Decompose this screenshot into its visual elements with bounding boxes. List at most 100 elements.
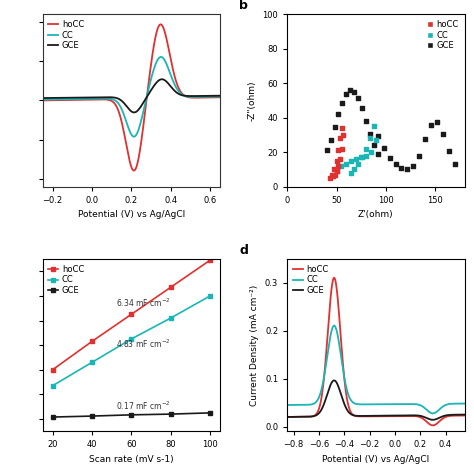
hoCC (118, 115, 124, 121)
GCE (346, 86, 354, 94)
GCE (335, 110, 342, 118)
hoCC (339, 131, 347, 139)
Line: GCE: GCE (287, 381, 465, 420)
CC (347, 157, 355, 164)
Text: 4.83 mF cm$^{-2}$: 4.83 mF cm$^{-2}$ (116, 337, 170, 350)
Text: 6.34 mF cm$^{-2}$: 6.34 mF cm$^{-2}$ (116, 297, 170, 309)
X-axis label: Z'(ohm): Z'(ohm) (358, 210, 394, 219)
Line: CC: CC (50, 293, 212, 388)
CC (347, 169, 355, 177)
Line: GCE: GCE (43, 79, 220, 112)
hoCC (217, 94, 223, 100)
GCE (350, 88, 358, 95)
CC (337, 162, 345, 170)
GCE (331, 123, 338, 131)
Line: GCE: GCE (50, 410, 212, 419)
Legend: hoCC, CC, GCE: hoCC, CC, GCE (47, 263, 86, 297)
hoCC (333, 167, 340, 175)
hoCC (158, 21, 164, 27)
CC (462, 401, 467, 406)
CC (358, 154, 366, 161)
hoCC (207, 257, 213, 263)
GCE (355, 94, 362, 102)
CC (430, 410, 436, 416)
Line: hoCC: hoCC (43, 24, 220, 171)
X-axis label: Scan rate (mV s-1): Scan rate (mV s-1) (89, 455, 173, 464)
GCE (451, 160, 458, 168)
GCE (374, 151, 382, 158)
Text: b: b (239, 0, 248, 12)
CC (162, 57, 168, 63)
Line: hoCC: hoCC (287, 278, 465, 425)
GCE (430, 417, 436, 423)
GCE (162, 77, 168, 83)
GCE (406, 412, 412, 418)
GCE (131, 109, 137, 115)
CC (355, 160, 362, 168)
hoCC (284, 414, 290, 420)
Legend: hoCC, CC, GCE: hoCC, CC, GCE (425, 18, 460, 52)
CC (58, 96, 64, 102)
hoCC (326, 174, 333, 182)
hoCC (338, 145, 346, 153)
hoCC (89, 338, 95, 344)
hoCC (58, 97, 64, 103)
hoCC (356, 413, 362, 419)
GCE (410, 162, 417, 170)
GCE (284, 414, 290, 420)
hoCC (363, 413, 368, 419)
CC (89, 360, 95, 365)
GCE (398, 164, 405, 172)
hoCC (162, 29, 168, 35)
GCE (40, 95, 46, 101)
GCE (111, 95, 117, 100)
hoCC (331, 275, 337, 281)
CC (168, 315, 173, 321)
GCE (421, 136, 429, 143)
CC (362, 152, 370, 159)
GCE (439, 130, 447, 137)
CC (363, 401, 368, 407)
CC (356, 401, 362, 407)
CC (128, 336, 134, 342)
GCE (50, 414, 55, 420)
GCE (207, 410, 213, 416)
CC (426, 409, 432, 415)
X-axis label: Potential (V) vs Ag/AgCl: Potential (V) vs Ag/AgCl (322, 455, 429, 464)
CC (357, 154, 365, 161)
GCE (427, 121, 435, 128)
Line: hoCC: hoCC (50, 258, 212, 372)
hoCC (328, 171, 336, 178)
CC (406, 401, 412, 407)
CC (158, 54, 164, 60)
CC (366, 135, 374, 142)
X-axis label: Potential (V) vs Ag/AgCl: Potential (V) vs Ag/AgCl (78, 210, 185, 219)
CC (372, 136, 380, 144)
GCE (374, 132, 382, 140)
hoCC (330, 165, 337, 173)
GCE (159, 76, 165, 82)
GCE (370, 141, 378, 149)
Text: d: d (239, 244, 248, 257)
hoCC (430, 422, 436, 428)
hoCC (111, 100, 117, 106)
GCE (217, 93, 223, 99)
CC (207, 293, 213, 299)
GCE (356, 413, 362, 419)
GCE (182, 93, 187, 99)
CC (217, 94, 223, 100)
GCE (423, 415, 428, 420)
GCE (445, 147, 453, 155)
Line: CC: CC (43, 57, 220, 137)
GCE (386, 154, 393, 161)
CC (352, 155, 360, 163)
Line: CC: CC (287, 326, 465, 413)
hoCC (168, 284, 173, 290)
GCE (366, 130, 374, 137)
CC (329, 173, 337, 180)
Legend: hoCC, CC, GCE: hoCC, CC, GCE (292, 263, 330, 297)
CC (284, 402, 290, 408)
GCE (327, 136, 334, 143)
CC (131, 134, 137, 139)
CC (111, 97, 117, 103)
